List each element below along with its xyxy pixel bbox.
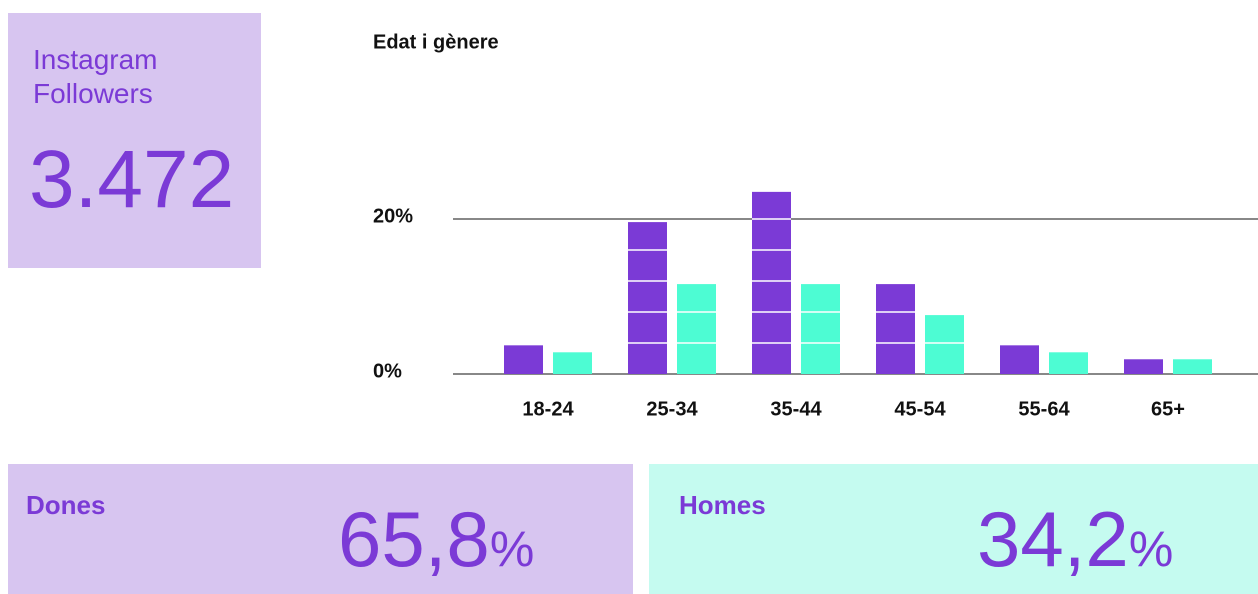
bar [1000, 345, 1039, 374]
x-tick-label: 45-54 [894, 398, 946, 420]
bar [801, 284, 840, 374]
bar [1049, 352, 1088, 374]
bar [553, 352, 592, 374]
men-value-box: 34,2% [977, 494, 1173, 585]
women-title: Dones [26, 490, 106, 520]
bar [925, 315, 964, 374]
x-tick-label: 18-24 [522, 398, 574, 420]
women-value-box: 65,8% [338, 494, 534, 585]
x-tick-label: 35-44 [770, 398, 822, 420]
x-tick-label: 65+ [1151, 398, 1185, 420]
chart-title: Edat i gènere [373, 31, 499, 53]
bar [876, 284, 915, 374]
chart: Edat i gènere 0% 20% 18-24 25-34 35-44 45-54 5… [373, 31, 1258, 420]
x-tick-label: 55-64 [1018, 398, 1070, 420]
y-tick-label: 0% [373, 360, 402, 382]
men-title: Homes [679, 490, 766, 520]
bar [504, 345, 543, 374]
women-value: 65,8 [338, 495, 490, 583]
followers-title: Instagram Followers [33, 44, 158, 109]
y-tick-label: 20% [373, 205, 413, 227]
men-unit: % [1128, 521, 1174, 577]
x-tick-label: 25-34 [646, 398, 698, 420]
followers-value: 3.472 [29, 134, 235, 225]
bar [677, 284, 716, 374]
women-card: Dones 65,8% [8, 464, 633, 594]
men-value: 34,2 [977, 495, 1129, 583]
men-card: Homes 34,2% [649, 464, 1258, 594]
bar [628, 222, 667, 374]
women-unit: % [489, 521, 535, 577]
bar [1124, 359, 1163, 374]
followers-card: Instagram Followers 3.472 [8, 13, 261, 268]
bar [1173, 359, 1212, 374]
